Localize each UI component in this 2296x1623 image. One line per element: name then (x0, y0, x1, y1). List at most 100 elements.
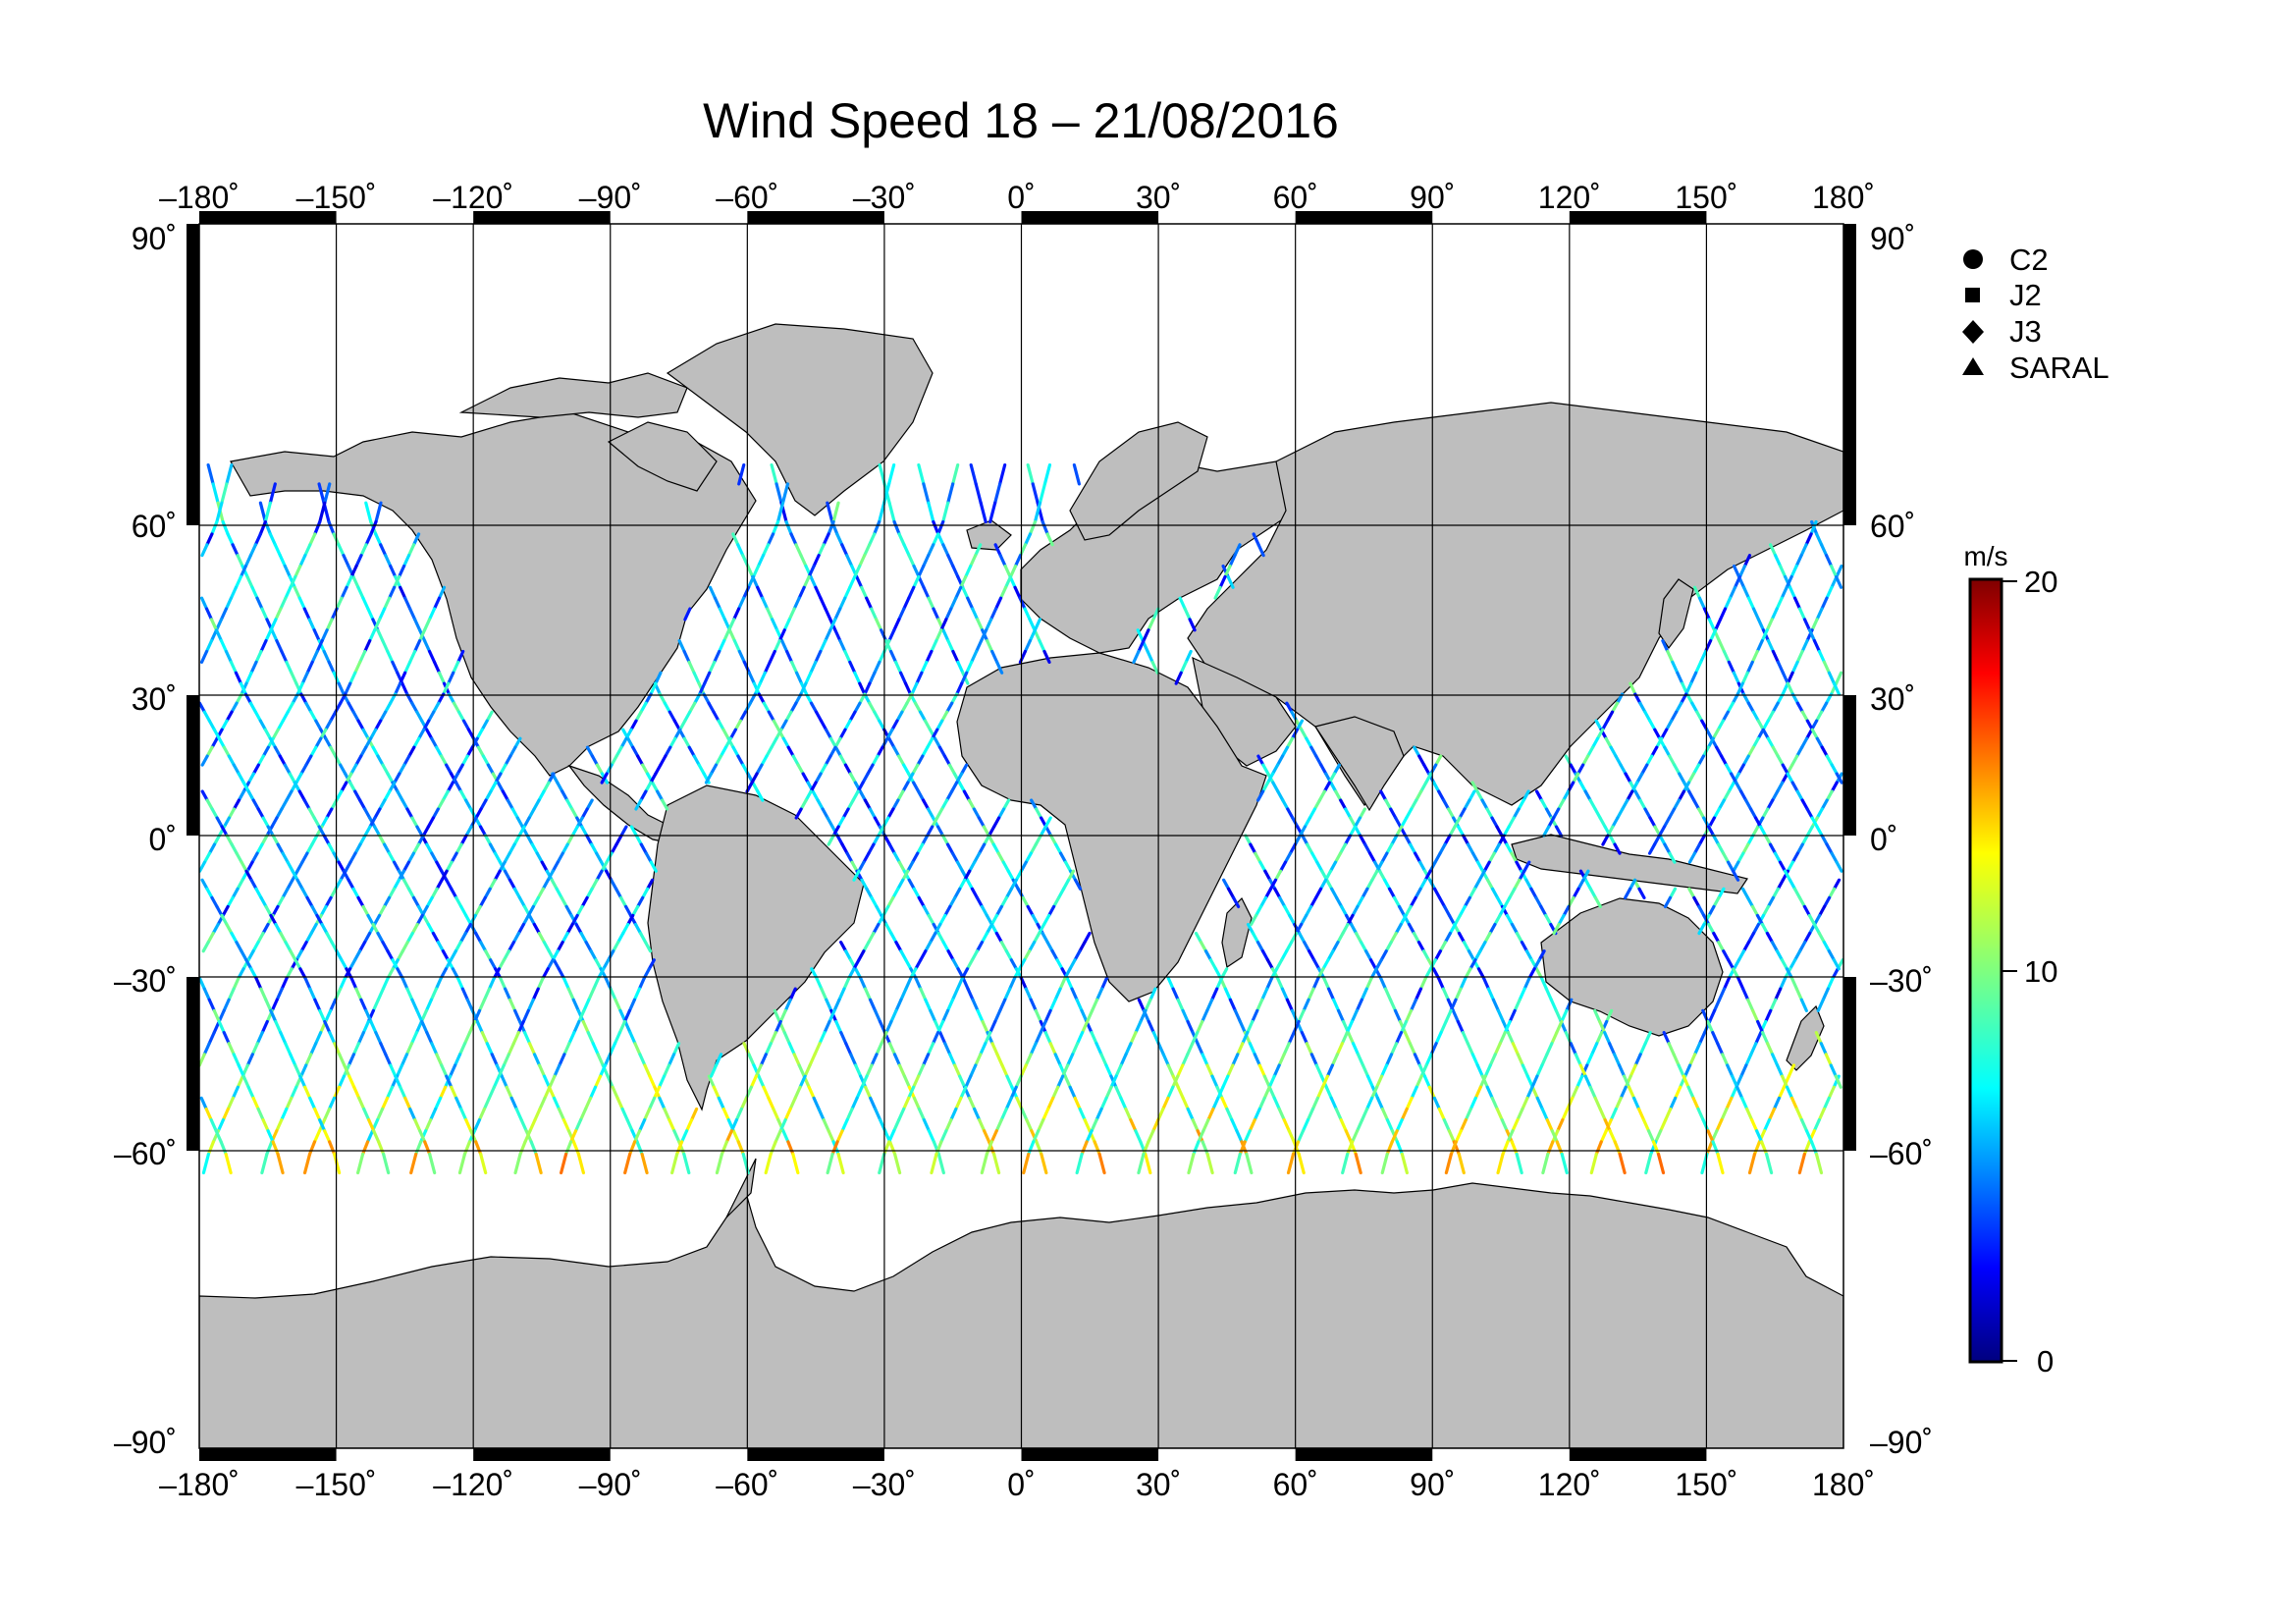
track-segment (1817, 1107, 1826, 1122)
track-segment (1339, 1118, 1348, 1133)
track-segment (1297, 1008, 1306, 1024)
track-segment (1819, 1042, 1828, 1056)
track-segment (1199, 941, 1208, 953)
track-segment (1716, 719, 1725, 731)
track-segment (1344, 807, 1353, 820)
track-segment (206, 463, 215, 486)
track-segment (682, 649, 691, 664)
track-segment (245, 1053, 254, 1067)
track-segment (1314, 754, 1323, 767)
track-segment (1667, 1042, 1676, 1056)
track-segment (1530, 1085, 1539, 1100)
track-segment (289, 949, 297, 962)
track-segment (1515, 1152, 1523, 1175)
track-segment (318, 1118, 327, 1133)
track-segment (229, 660, 239, 675)
track-segment (1341, 1152, 1350, 1175)
track-segment (1109, 1074, 1118, 1089)
track-segment (246, 789, 255, 802)
track-segment (1689, 671, 1698, 685)
track-segment (1490, 1096, 1499, 1111)
track-segment (406, 851, 416, 864)
track-segment (988, 825, 996, 838)
track-segment (929, 1008, 937, 1024)
track-segment (280, 976, 289, 991)
track-segment (988, 1019, 997, 1035)
track-segment (1009, 958, 1018, 971)
track-segment (904, 976, 913, 991)
colorbar-unit-label: m/s (1963, 541, 2007, 571)
track-segment (365, 1129, 375, 1144)
track-segment (511, 931, 520, 945)
lon-label-bottom: –180˚ (159, 1467, 240, 1502)
track-segment (319, 728, 328, 740)
track-segment (778, 1008, 787, 1024)
track-segment (1473, 1085, 1482, 1100)
track-segment (561, 842, 569, 855)
track-segment (1744, 798, 1753, 811)
track-segment (1038, 922, 1046, 936)
track-segment (259, 639, 268, 654)
track-segment (1095, 1042, 1103, 1056)
track-segment (420, 904, 429, 918)
track-segment (682, 736, 691, 749)
track-segment (224, 649, 234, 664)
track-segment (988, 501, 997, 524)
track-segment (219, 1140, 228, 1157)
track-segment (731, 532, 740, 547)
track-segment (1035, 807, 1043, 820)
track-segment (947, 763, 957, 776)
track-segment (922, 554, 931, 568)
track-segment (1330, 1053, 1339, 1067)
track-segment (835, 1129, 844, 1144)
track-segment (410, 922, 419, 936)
track-segment (1399, 913, 1408, 927)
track-segment (1730, 772, 1738, 784)
track-segment (724, 1129, 733, 1144)
track-segment (1812, 922, 1821, 936)
track-segment (232, 763, 240, 776)
track-segment (1524, 878, 1533, 891)
track-segment (1028, 628, 1037, 643)
track-segment (260, 607, 269, 622)
track-segment (432, 701, 441, 714)
track-segment (1786, 860, 1794, 873)
track-segment (1356, 1053, 1365, 1067)
track-segment (454, 941, 462, 953)
track-segment (843, 649, 852, 664)
track-segment (1613, 1140, 1622, 1157)
track-segment (999, 941, 1008, 953)
track-segment (1034, 1008, 1042, 1024)
track-segment (1814, 1152, 1824, 1175)
track-segment (900, 701, 909, 714)
track-segment (1033, 931, 1041, 945)
track-segment (880, 628, 888, 643)
track-segment (1331, 998, 1341, 1012)
track-segment (898, 671, 908, 685)
track-segment (261, 922, 270, 936)
track-segment (502, 1053, 510, 1067)
track-segment (1766, 710, 1775, 723)
track-segment (1802, 618, 1812, 632)
track-segment (207, 998, 216, 1012)
track-segment (1151, 1031, 1160, 1046)
track-segment (1132, 649, 1141, 664)
track-segment (1454, 1129, 1463, 1144)
track-segment (560, 1152, 568, 1175)
track-segment (1684, 681, 1693, 696)
track-segment (882, 639, 891, 654)
track-segment (1458, 807, 1467, 820)
track-segment (1751, 607, 1761, 622)
track-segment (704, 772, 714, 784)
track-segment (244, 869, 253, 882)
track-segment (1265, 958, 1275, 971)
track-segment (855, 574, 864, 589)
track-segment (682, 1152, 691, 1175)
track-segment (780, 639, 789, 654)
track-segment (779, 719, 788, 731)
track-segment (1375, 1096, 1385, 1111)
track-segment (1698, 1031, 1707, 1046)
track-segment (232, 798, 241, 811)
track-segment (1552, 807, 1561, 820)
track-segment (1751, 825, 1760, 838)
